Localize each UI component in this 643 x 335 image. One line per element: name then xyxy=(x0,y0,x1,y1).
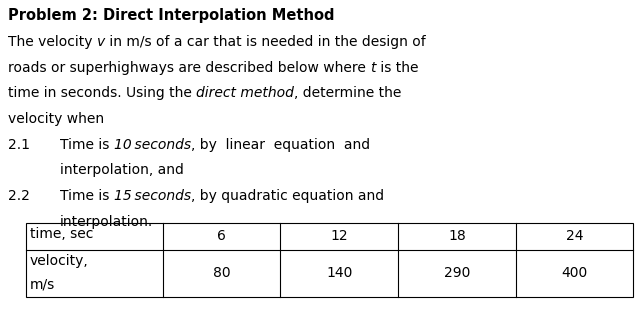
Text: velocity,: velocity, xyxy=(30,254,89,268)
Text: roads or superhighways are described below where: roads or superhighways are described bel… xyxy=(8,61,370,75)
Text: 140: 140 xyxy=(326,266,352,280)
Text: is the: is the xyxy=(376,61,418,75)
Text: 2.1: 2.1 xyxy=(8,138,30,152)
Text: v: v xyxy=(97,35,105,49)
Text: 18: 18 xyxy=(448,229,466,243)
Text: Time is: Time is xyxy=(60,189,114,203)
Text: velocity when: velocity when xyxy=(8,112,104,126)
Text: Problem 2: Direct Interpolation Method: Problem 2: Direct Interpolation Method xyxy=(8,8,334,23)
Text: 80: 80 xyxy=(213,266,230,280)
Text: 15 seconds: 15 seconds xyxy=(114,189,191,203)
Text: 290: 290 xyxy=(444,266,470,280)
Text: The velocity: The velocity xyxy=(8,35,97,49)
Text: m/s: m/s xyxy=(30,277,55,291)
Text: in m/s of a car that is needed in the design of: in m/s of a car that is needed in the de… xyxy=(105,35,426,49)
Bar xyxy=(26,222,633,297)
Text: 12: 12 xyxy=(331,229,348,243)
Text: , by quadratic equation and: , by quadratic equation and xyxy=(191,189,384,203)
Text: direct method: direct method xyxy=(196,86,294,100)
Text: interpolation, and: interpolation, and xyxy=(60,163,184,178)
Text: 400: 400 xyxy=(561,266,588,280)
Text: 24: 24 xyxy=(566,229,583,243)
Text: time, sec: time, sec xyxy=(30,226,93,241)
Text: 2.2: 2.2 xyxy=(8,189,30,203)
Text: 10 seconds: 10 seconds xyxy=(114,138,191,152)
Text: 6: 6 xyxy=(217,229,226,243)
Text: t: t xyxy=(370,61,376,75)
Text: , determine the: , determine the xyxy=(294,86,401,100)
Text: , by  linear  equation  and: , by linear equation and xyxy=(191,138,370,152)
Text: time in seconds. Using the: time in seconds. Using the xyxy=(8,86,196,100)
Text: Time is: Time is xyxy=(60,138,114,152)
Text: interpolation.: interpolation. xyxy=(60,215,153,229)
